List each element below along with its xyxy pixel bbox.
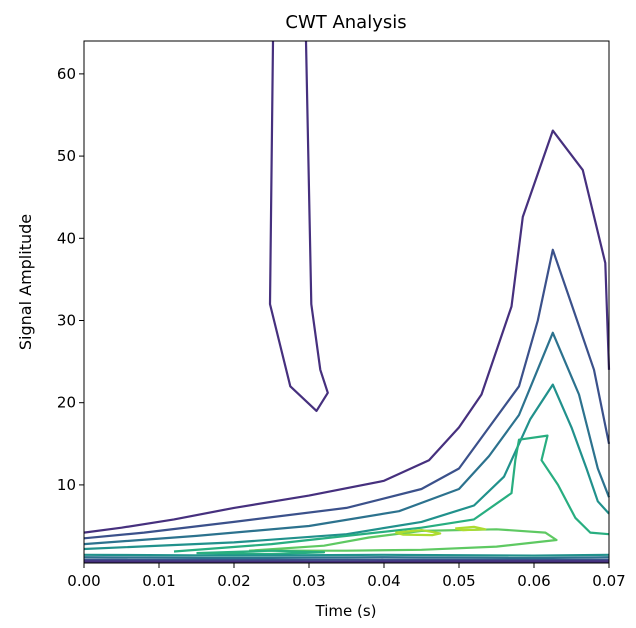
chart-title: CWT Analysis [285,12,406,33]
x-tick-label: 0.07 [592,572,625,590]
y-tick-label: 60 [57,65,76,83]
x-tick-label: 0.01 [142,572,175,590]
contour-line-11 [84,557,609,558]
y-tick-label: 20 [57,394,76,412]
x-tick-label: 0.00 [67,572,100,590]
y-tick-label: 50 [57,147,76,165]
x-tick-label: 0.03 [292,572,325,590]
contour-line-10 [84,555,609,556]
x-axis-label: Time (s) [315,602,377,620]
y-tick-label: 10 [57,476,76,494]
x-tick-label: 0.02 [217,572,250,590]
y-tick-label: 40 [57,229,76,247]
x-tick-label: 0.05 [442,572,475,590]
x-tick-label: 0.06 [517,572,550,590]
y-axis-label: Signal Amplitude [16,214,35,350]
y-tick-label: 30 [57,311,76,329]
x-tick-label: 0.04 [367,572,400,590]
